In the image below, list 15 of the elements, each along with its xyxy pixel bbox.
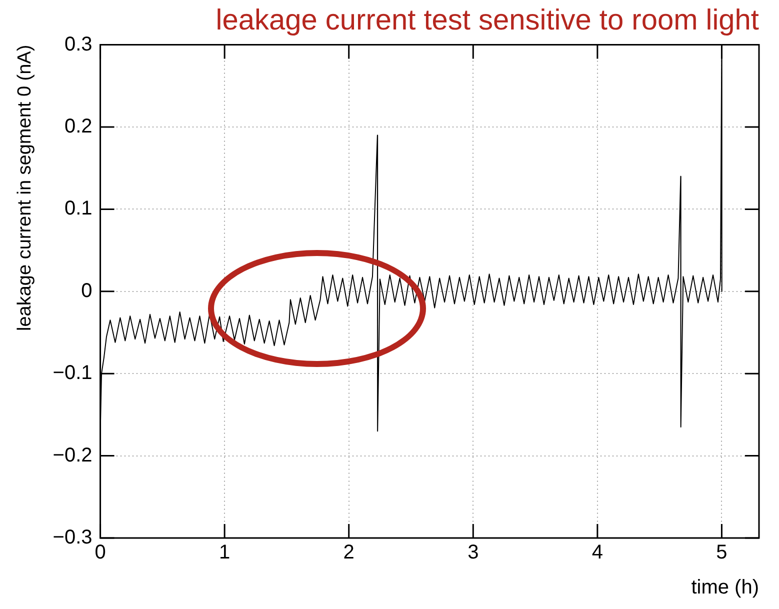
y-tick-label: 0.3 [64,33,92,56]
x-tick-label: 4 [592,542,603,564]
x-tick-label: 2 [343,542,354,564]
y-tick-label: −0.3 [52,526,92,549]
y-tick-label: 0 [81,280,92,302]
x-tick-label: 3 [468,542,479,564]
chart-title: leakage current test sensitive to room light [216,4,759,36]
y-tick-label: −0.2 [52,444,92,466]
x-axis-title: time (h) [691,576,759,599]
x-tick-label: 5 [716,542,728,564]
y-axis-title: leakage current in segment 0 (nA) [14,44,36,332]
y-tick-label: 0.2 [64,116,92,138]
y-tick-label: 0.1 [64,198,92,220]
y-tick-label: −0.1 [52,362,92,384]
x-tick-label: 1 [219,542,230,564]
